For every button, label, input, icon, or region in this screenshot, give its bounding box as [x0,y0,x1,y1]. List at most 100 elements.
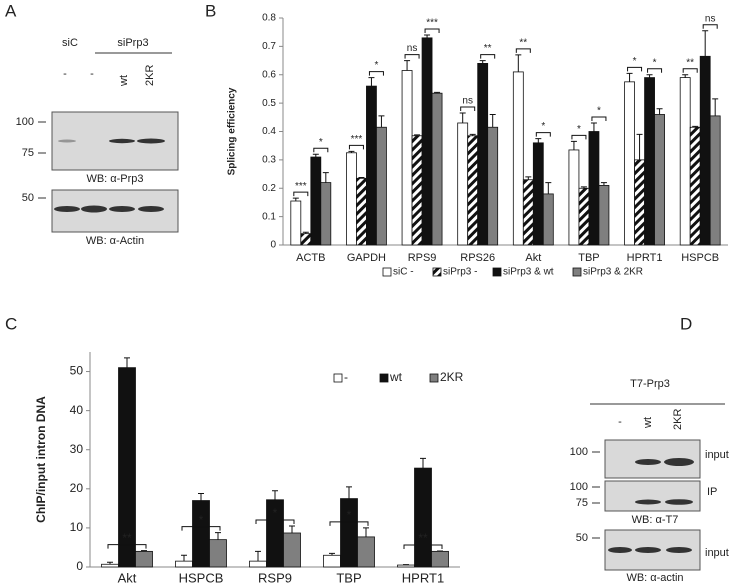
bar [634,159,645,246]
legend-label: siPrp3 & 2KR [583,267,643,278]
x-tick-label: GAPDH [347,252,386,264]
bar [209,539,227,568]
y-tick-label: 0.6 [262,69,276,80]
significance-label: * [633,56,637,67]
error-bar [682,74,689,78]
band [54,206,80,212]
y-tick-label: 0.3 [262,155,276,166]
bar [588,131,600,246]
y-tick-label: 40 [70,403,84,417]
significance-bracket [591,116,607,121]
legend-swatch [429,373,439,383]
bar [310,156,322,246]
error-bar [515,54,522,72]
lane-label: - [618,416,622,428]
error-bar [702,30,709,57]
y-tick-label: 10 [70,520,84,534]
error-bar [346,486,352,499]
x-tick-label: RPS26 [460,252,495,264]
error-bar [368,77,375,87]
error-bar [292,197,299,202]
significance-bracket [480,54,496,59]
y-tick-label: 30 [70,442,84,456]
lane-label: 2KR [144,65,156,86]
panel-label: B [205,1,216,20]
significance-bracket [107,544,147,549]
header: T7-Prp3 [630,378,670,390]
significance-bracket [403,544,443,549]
significance-label: * [347,508,352,522]
bar [467,135,479,246]
x-tick-label: HPRT1 [402,570,444,585]
bar [699,55,711,246]
significance-label: ns [407,43,418,54]
panel-label: A [5,1,17,20]
panel-label: C [5,314,17,333]
error-bar [141,550,147,552]
significance-label: * [597,106,601,117]
marker: 100 [570,446,588,458]
bar [249,560,267,568]
significance-bracket [627,66,643,72]
legend-swatch [382,267,392,277]
side-label: IP [707,486,717,498]
band [635,499,661,505]
bar [101,563,119,568]
bar [457,122,469,246]
error-bar [404,60,411,71]
error-bar [378,115,385,128]
panel-label: D [680,314,692,333]
x-tick-label: RPS9 [408,252,437,264]
significance-bracket [404,54,420,59]
band [138,206,164,212]
bar [578,187,590,246]
error-bar [545,182,552,194]
error-bar [289,525,295,533]
significance-bracket [329,521,369,526]
bar [290,200,302,246]
group-label: siPrp3 [117,37,148,49]
y-axis-label: Splicing efficiency [227,87,238,175]
marker: 50 [576,532,588,544]
bar [644,77,655,246]
x-tick-label: ACTB [296,252,325,264]
significance-bracket [313,147,329,153]
error-bar [420,457,426,469]
significance-bracket [460,106,476,112]
x-tick-label: HSPCB [179,570,224,585]
error-bar [469,133,476,136]
significance-bracket [255,519,295,524]
band [81,205,107,213]
significance-bracket [571,134,587,140]
marker: 100 [16,116,34,128]
significance-bracket [293,191,309,197]
bar [532,142,544,246]
panel-a: A siC siPrp3 - - wt 2KR 100 75 WB: α-Prp… [5,1,179,247]
bar [568,149,580,246]
bar [357,536,375,568]
legend-label: siC - [393,267,414,278]
x-tick-label: Akt [525,252,541,264]
significance-bracket [702,24,718,29]
x-tick-label: TBP [336,570,361,585]
band [58,139,76,143]
significance-label: *** [426,18,438,29]
legend-swatch [492,267,502,277]
significance-bracket [368,71,384,76]
y-tick-label: 0.1 [262,211,276,222]
error-bar [124,357,130,368]
bar [421,37,433,246]
significance-label: *** [295,181,307,192]
bar [397,564,415,568]
y-axis-label: ChIP/input intron DNA [34,396,48,523]
error-bar [255,550,261,562]
caption: WB: α-T7 [632,514,679,526]
error-bar [525,176,532,180]
significance-label: * [319,137,323,148]
significance-label: * [374,60,378,71]
error-bar [626,72,633,82]
x-tick-label: HPRT1 [627,252,663,264]
bar [512,71,524,246]
